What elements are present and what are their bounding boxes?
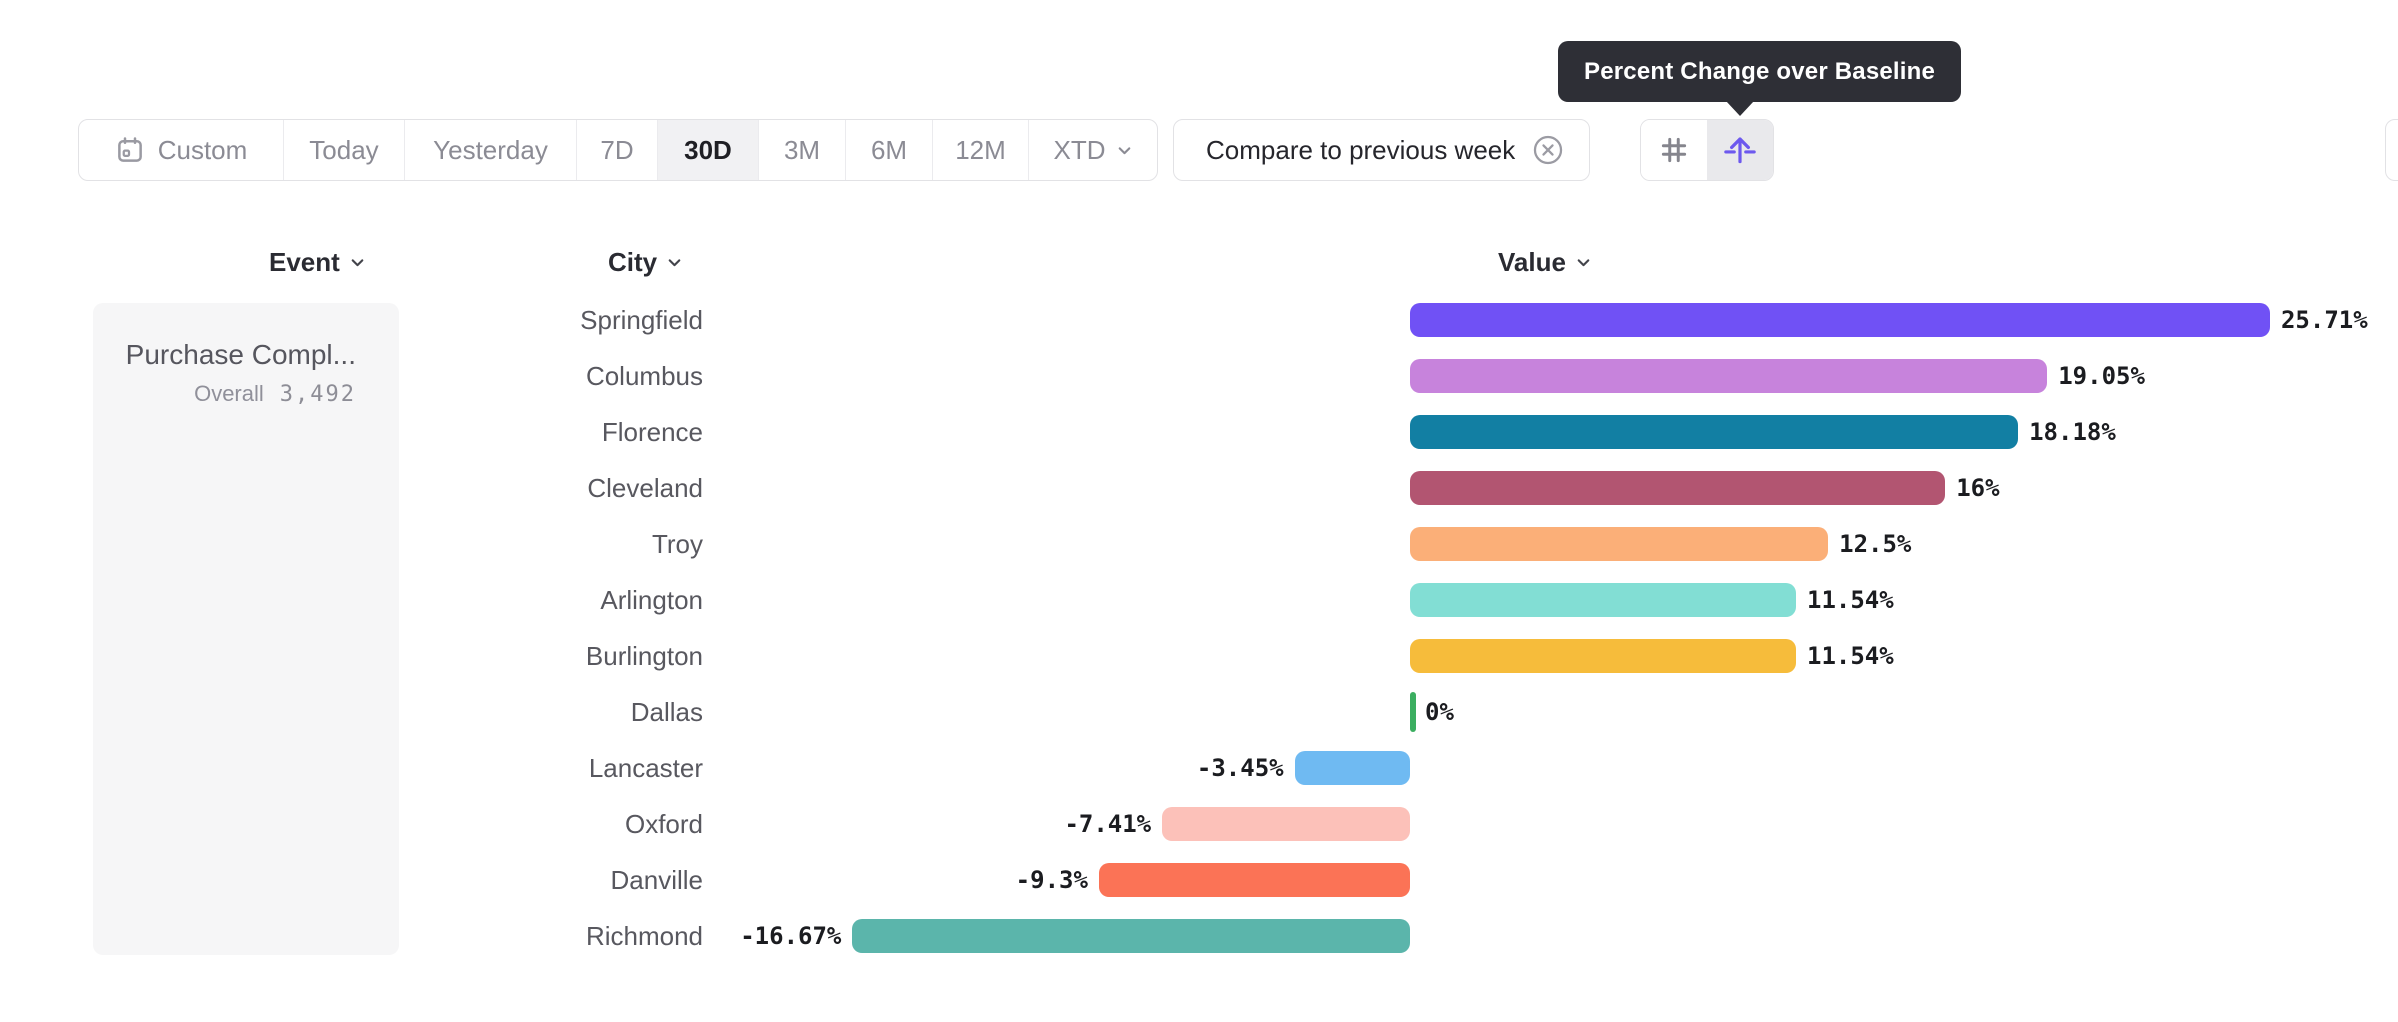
city-label[interactable]: Arlington <box>600 585 703 615</box>
column-header-value-label: Value <box>1498 246 1566 277</box>
chevron-down-icon <box>351 258 364 266</box>
value-bar[interactable] <box>852 919 1410 953</box>
value-label: 18.18% <box>2029 418 2116 446</box>
column-header-event-label: Event <box>269 246 340 277</box>
value-bar[interactable] <box>1410 303 2270 337</box>
value-label: 11.54% <box>1807 642 1894 670</box>
event-card[interactable]: Purchase Compl... Overall 3,492 <box>93 303 399 955</box>
chart-row: Burlington 11.54% <box>0 628 2398 684</box>
value-label: 12.5% <box>1839 530 1912 558</box>
city-label[interactable]: Danville <box>610 865 704 895</box>
value-label: 11.54% <box>1807 586 1894 614</box>
column-header-value[interactable]: Value <box>1498 246 1592 278</box>
chart-row: Oxford -7.41% <box>0 796 2398 852</box>
date-range-label: XTD <box>1053 134 1106 165</box>
date-range-3m[interactable]: 3M <box>758 120 845 180</box>
chart-row: Springfield 25.71% <box>0 292 2398 348</box>
date-range-7d[interactable]: 7D <box>576 120 657 180</box>
compare-to-previous-week-button[interactable]: Compare to previous week <box>1173 119 1591 181</box>
value-label: -7.41% <box>1064 810 1152 838</box>
date-range-30d[interactable]: 30D <box>657 120 758 180</box>
value-bar[interactable] <box>1294 751 1410 785</box>
date-range-label: Today <box>309 134 379 165</box>
tooltip-caret <box>1726 101 1754 116</box>
date-range-label: 12M <box>955 134 1006 165</box>
bar-chart: Springfield 25.71% Columbus 19.05% Flore… <box>0 292 2398 964</box>
overall-value: 3,492 <box>279 382 356 407</box>
value-label: 19.05% <box>2058 362 2145 390</box>
value-label: -16.67% <box>740 922 842 950</box>
city-label[interactable]: Dallas <box>630 697 703 727</box>
date-range-label: 6M <box>870 134 908 165</box>
city-label[interactable]: Burlington <box>585 641 703 671</box>
overall-label: Overall <box>194 381 264 406</box>
date-range-yesterday[interactable]: Yesterday <box>404 120 576 180</box>
event-name: Purchase Compl... <box>125 339 356 370</box>
chart-row: Dallas 0% <box>0 684 2398 740</box>
city-label[interactable]: Cleveland <box>587 473 703 503</box>
hash-icon <box>1657 133 1691 167</box>
chart-row: Florence 18.18% <box>0 404 2398 460</box>
value-label: 25.71% <box>2280 306 2368 334</box>
date-range-12m[interactable]: 12M <box>932 120 1028 180</box>
chevron-down-icon <box>668 258 681 266</box>
chart-row: Danville -9.3% <box>0 852 2398 908</box>
chart-row: Lancaster -3.45% <box>0 740 2398 796</box>
value-bar[interactable] <box>1410 359 2048 393</box>
value-label: 0% <box>1425 698 1454 726</box>
city-label[interactable]: Richmond <box>585 921 703 951</box>
column-header-city-label: City <box>608 246 658 277</box>
value-bar[interactable] <box>1410 692 1416 732</box>
date-range-label: 30D <box>684 134 732 165</box>
numbers-view-button[interactable] <box>1641 120 1707 180</box>
event-overall-row: Overall 3,492 <box>93 381 356 407</box>
value-bar[interactable] <box>1410 527 1829 561</box>
column-header-event[interactable]: Event <box>269 246 366 278</box>
value-bar[interactable] <box>1410 639 1796 673</box>
chart-row: Cleveland 16% <box>0 460 2398 516</box>
city-label[interactable]: Springfield <box>580 305 703 335</box>
value-display-toggle <box>1640 119 1774 181</box>
date-range-today[interactable]: Today <box>283 120 404 180</box>
city-label[interactable]: Florence <box>601 417 703 447</box>
city-label[interactable]: Oxford <box>624 809 703 839</box>
chart-row: Troy 12.5% <box>0 516 2398 572</box>
value-bar[interactable] <box>1410 415 2019 449</box>
clipped-toolbar-button[interactable] <box>2385 119 2398 181</box>
date-range-label: 3M <box>783 134 821 165</box>
value-label: 16% <box>1956 474 2000 502</box>
column-header-city[interactable]: City <box>608 246 683 278</box>
value-bar[interactable] <box>1098 863 1410 897</box>
city-label[interactable]: Troy <box>651 529 703 559</box>
tooltip-text: Percent Change over Baseline <box>1584 57 1936 85</box>
value-bar[interactable] <box>1162 807 1410 841</box>
chevron-down-icon <box>1116 142 1133 159</box>
chart-row: Columbus 19.05% <box>0 348 2398 404</box>
date-range-xtd[interactable]: XTD <box>1028 120 1157 180</box>
date-range-label: Yesterday <box>433 134 548 165</box>
value-bar[interactable] <box>1410 583 1796 617</box>
value-bar[interactable] <box>1410 471 1946 505</box>
value-label: -3.45% <box>1196 754 1284 782</box>
percent-change-view-button[interactable] <box>1707 120 1773 180</box>
city-label[interactable]: Lancaster <box>588 753 703 783</box>
chart-row: Arlington 11.54% <box>0 572 2398 628</box>
date-range-6m[interactable]: 6M <box>845 120 932 180</box>
calendar-icon <box>115 135 145 165</box>
date-range-custom[interactable]: Custom <box>79 120 283 180</box>
tooltip-percent-change: Percent Change over Baseline <box>1558 41 1962 116</box>
date-range-label: 7D <box>600 134 634 165</box>
x-circle-icon[interactable] <box>1531 133 1565 167</box>
arrow-up-baseline-icon <box>1722 132 1758 168</box>
value-label: -9.3% <box>1015 866 1088 894</box>
date-range-selector: Custom Today Yesterday 7D 30D 3M 6M 12M … <box>78 119 1158 181</box>
compare-label: Compare to previous week <box>1206 134 1516 165</box>
chart-row: Richmond -16.67% <box>0 908 2398 964</box>
date-range-label: Custom <box>157 134 248 165</box>
chevron-down-icon <box>1577 258 1590 266</box>
city-label[interactable]: Columbus <box>585 361 703 391</box>
